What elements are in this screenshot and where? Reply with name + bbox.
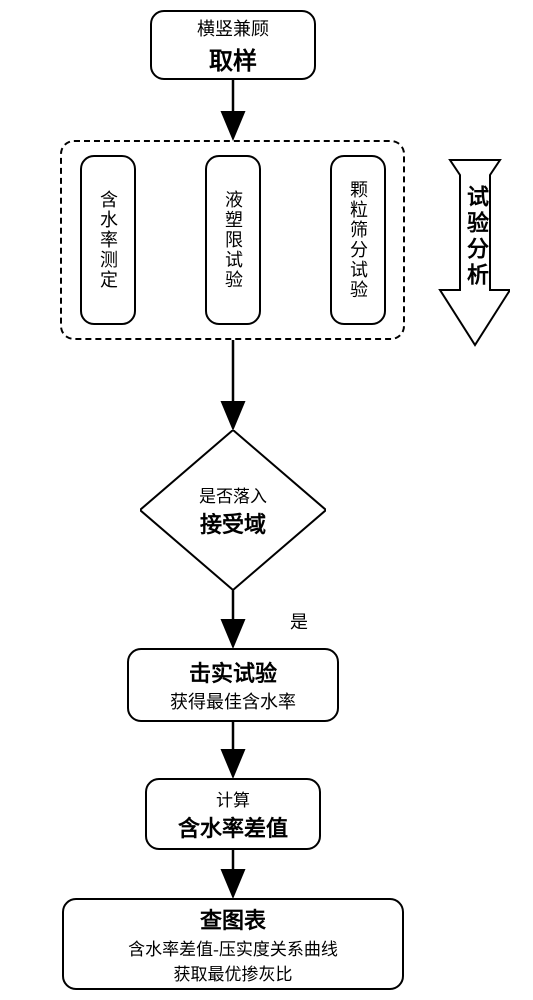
compaction-line1: 击实试验 xyxy=(189,656,277,688)
compaction-line2: 获得最佳含水率 xyxy=(170,688,296,714)
node-sieve-test: 颗粒筛分试验 xyxy=(330,155,386,325)
decision-line1: 是否落入 xyxy=(199,482,267,507)
calc-line1: 计算 xyxy=(216,786,250,811)
node-sampling: 横竖兼顾 取样 xyxy=(150,10,316,80)
node-moisture-test: 含水率测定 xyxy=(80,155,136,325)
decision-line2: 接受域 xyxy=(200,507,266,539)
lookup-line3: 获取最优掺灰比 xyxy=(174,960,293,985)
lookup-line2: 含水率差值-压实度关系曲线 xyxy=(128,935,338,960)
decision-yes-label: 是 xyxy=(290,608,308,634)
moisture-label: 含水率测定 xyxy=(95,190,121,290)
node-liquid-plastic-test: 液塑限试验 xyxy=(205,155,261,325)
node-decision: 是否落入 接受域 xyxy=(140,430,326,590)
node-lookup: 查图表 含水率差值-压实度关系曲线 获取最优掺灰比 xyxy=(62,898,404,990)
sieve-label: 颗粒筛分试验 xyxy=(345,180,371,300)
calc-line2: 含水率差值 xyxy=(178,811,288,843)
sampling-line1: 横竖兼顾 xyxy=(197,15,269,41)
lookup-line1: 查图表 xyxy=(200,903,266,935)
side-arrow-label: 试验分析 xyxy=(460,185,492,289)
liquid-plastic-label: 液塑限试验 xyxy=(220,190,246,290)
node-compaction: 击实试验 获得最佳含水率 xyxy=(127,648,339,722)
sampling-line2: 取样 xyxy=(209,41,257,76)
node-calc: 计算 含水率差值 xyxy=(145,778,321,850)
